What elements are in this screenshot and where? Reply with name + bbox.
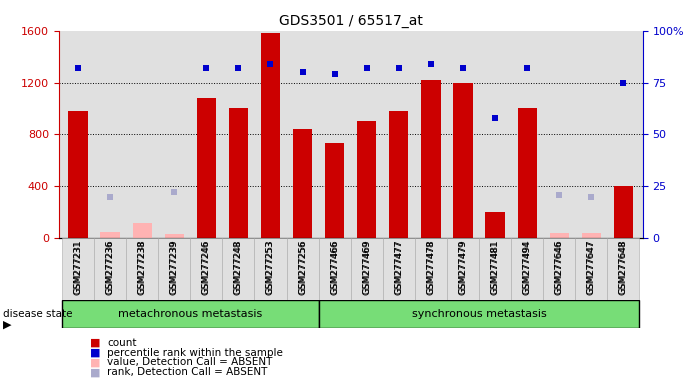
Bar: [229, 108, 248, 238]
Text: GSM277478: GSM277478: [426, 240, 435, 295]
Text: GSM277238: GSM277238: [138, 240, 146, 295]
Bar: [479, 238, 511, 300]
Text: ■: ■: [90, 348, 100, 358]
Text: value, Detection Call = ABSENT: value, Detection Call = ABSENT: [107, 358, 272, 367]
Text: GSM277478: GSM277478: [426, 239, 435, 294]
Bar: [543, 238, 575, 300]
Text: GSM277646: GSM277646: [555, 239, 564, 294]
Text: GSM277236: GSM277236: [106, 240, 115, 295]
Bar: [518, 108, 537, 238]
Bar: [190, 238, 223, 300]
Bar: [614, 186, 633, 238]
Bar: [607, 238, 639, 300]
Bar: [197, 98, 216, 238]
Bar: [575, 238, 607, 300]
Text: GSM277494: GSM277494: [522, 240, 531, 295]
Text: GSM277648: GSM277648: [619, 239, 628, 294]
Text: GSM277647: GSM277647: [587, 239, 596, 294]
Bar: [511, 238, 543, 300]
Text: GSM277246: GSM277246: [202, 240, 211, 295]
Text: GSM277469: GSM277469: [362, 240, 371, 295]
Text: count: count: [107, 338, 137, 348]
Text: ■: ■: [90, 338, 100, 348]
Text: GSM277466: GSM277466: [330, 240, 339, 295]
Text: GSM277236: GSM277236: [106, 239, 115, 294]
Text: GSM277466: GSM277466: [330, 239, 339, 294]
Bar: [319, 238, 350, 300]
Bar: [350, 238, 383, 300]
Text: GSM277494: GSM277494: [522, 239, 531, 294]
Bar: [319, 300, 639, 328]
Text: GSM277239: GSM277239: [170, 240, 179, 295]
Text: GSM277246: GSM277246: [202, 239, 211, 294]
Text: GSM277469: GSM277469: [362, 239, 371, 294]
Text: GSM277253: GSM277253: [266, 239, 275, 294]
Bar: [261, 33, 280, 238]
Bar: [126, 238, 158, 300]
Text: GSM277248: GSM277248: [234, 239, 243, 294]
Text: ■: ■: [90, 358, 100, 367]
Bar: [453, 83, 473, 238]
Bar: [158, 238, 190, 300]
Bar: [549, 233, 569, 238]
Text: GSM277477: GSM277477: [395, 240, 404, 295]
Text: GSM277256: GSM277256: [298, 239, 307, 294]
Bar: [94, 238, 126, 300]
Text: rank, Detection Call = ABSENT: rank, Detection Call = ABSENT: [107, 367, 267, 377]
Bar: [287, 238, 319, 300]
Text: GSM277239: GSM277239: [170, 239, 179, 294]
Text: ■: ■: [90, 367, 100, 377]
Text: GSM277231: GSM277231: [73, 240, 82, 295]
Bar: [383, 238, 415, 300]
Text: GSM277253: GSM277253: [266, 240, 275, 295]
Bar: [68, 111, 88, 238]
Bar: [447, 238, 479, 300]
Bar: [422, 80, 440, 238]
Bar: [325, 144, 344, 238]
Text: GSM277479: GSM277479: [458, 239, 468, 294]
Text: GSM277238: GSM277238: [138, 239, 146, 294]
Text: GSM277647: GSM277647: [587, 240, 596, 295]
Text: metachronous metastasis: metachronous metastasis: [118, 309, 263, 319]
Bar: [100, 232, 120, 238]
Bar: [293, 129, 312, 238]
Bar: [415, 238, 447, 300]
Text: percentile rank within the sample: percentile rank within the sample: [107, 348, 283, 358]
Text: synchronous metastasis: synchronous metastasis: [412, 309, 547, 319]
Bar: [485, 212, 504, 238]
Text: GSM277256: GSM277256: [298, 240, 307, 295]
Text: disease state: disease state: [3, 309, 73, 319]
Bar: [357, 121, 377, 238]
Title: GDS3501 / 65517_at: GDS3501 / 65517_at: [278, 14, 423, 28]
Text: GSM277481: GSM277481: [491, 239, 500, 294]
Text: GSM277248: GSM277248: [234, 240, 243, 295]
Text: GSM277479: GSM277479: [458, 240, 468, 295]
Text: GSM277648: GSM277648: [619, 240, 628, 295]
Bar: [62, 300, 319, 328]
Bar: [133, 223, 152, 238]
Bar: [389, 111, 408, 238]
Text: GSM277231: GSM277231: [73, 239, 82, 294]
Bar: [254, 238, 287, 300]
Bar: [62, 238, 94, 300]
Text: ▶: ▶: [3, 319, 12, 329]
Bar: [164, 234, 184, 238]
Text: GSM277646: GSM277646: [555, 240, 564, 295]
Bar: [133, 223, 152, 238]
Text: GSM277481: GSM277481: [491, 240, 500, 295]
Text: GSM277477: GSM277477: [395, 239, 404, 294]
Bar: [582, 233, 601, 238]
Bar: [223, 238, 254, 300]
